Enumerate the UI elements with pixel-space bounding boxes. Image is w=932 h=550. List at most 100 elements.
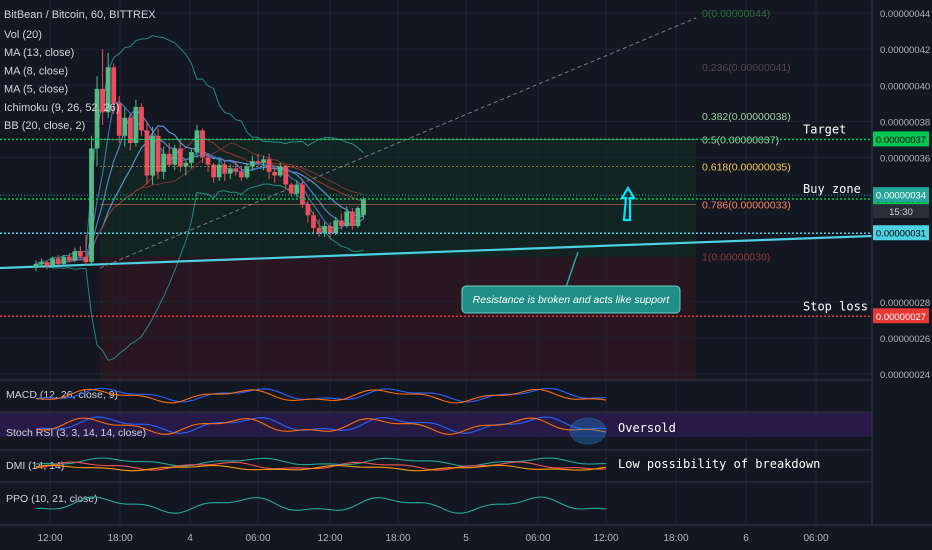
stoch-k-line: [35, 416, 607, 434]
candle-body: [300, 184, 305, 205]
price-axis[interactable]: 0.00000037 0.00000034 0.00000031 0.00000027…: [873, 9, 930, 381]
fib-label: 0.5(0.00000037): [702, 134, 779, 146]
countdown-tag: [873, 204, 929, 219]
trend-lines: [0, 17, 873, 270]
candle-body: [361, 198, 366, 216]
level-price-tag: [873, 131, 929, 147]
candle-body: [161, 153, 167, 172]
candle-body: [238, 171, 244, 178]
candle-body: [155, 135, 161, 172]
fibonacci-levels: 0(0.00000044) 0.236(0.00000041) 0.382(0.00…: [100, 8, 791, 264]
candle-body: [127, 117, 133, 144]
candlestick-series[interactable]: [33, 49, 366, 272]
candle-body: [78, 251, 83, 257]
time-tick-label: 06:00: [245, 533, 270, 544]
price-tick-label: 0.00000036: [880, 153, 930, 164]
pane-separators: [0, 379, 932, 483]
price-tick-label: 0.00000026: [880, 334, 930, 345]
time-tick-label: 5: [463, 533, 469, 544]
candle-body: [177, 148, 183, 167]
candle-body: [227, 168, 233, 174]
price-tick-label: 0.00000038: [880, 117, 930, 128]
indicator-label: MA (8, close): [4, 65, 68, 77]
price-tick-label: 0.00000044: [880, 9, 930, 20]
time-tick-label: 12:00: [593, 533, 618, 544]
candle-body: [144, 130, 150, 176]
candle-body: [311, 215, 316, 228]
time-tick-label: 18:00: [385, 533, 410, 544]
level-price-text: 0.00000031: [876, 229, 926, 240]
candle-body: [122, 117, 128, 136]
fib-label: 0(0.00000044): [702, 8, 770, 20]
candle-body: [355, 207, 361, 227]
candle-body: [216, 164, 222, 178]
fib-label: 0.618(0.00000035): [702, 161, 791, 173]
fib-label: 0.236(0.00000041): [702, 62, 791, 74]
candle-body: [322, 226, 327, 234]
current-price-text: 0.00000034: [876, 191, 926, 202]
indicator-label: BB (20, close, 2): [4, 120, 85, 132]
candle-body: [349, 211, 355, 227]
price-tick-label: 0.00000024: [880, 370, 930, 381]
candle-body: [150, 135, 155, 176]
candle-body: [283, 166, 289, 185]
indicator-label: MA (5, close): [4, 84, 68, 96]
candle-body: [111, 67, 117, 104]
stoch-band: [0, 413, 872, 437]
level-price-text: 0.00000027: [876, 312, 926, 323]
candle-body: [89, 148, 94, 263]
fib-diagonal: [99, 17, 697, 269]
level-price-text: 0.00000037: [876, 135, 926, 146]
level-label: Buy zone: [803, 182, 861, 196]
candle-body: [211, 164, 216, 178]
price-tick-label: 0.00000028: [880, 298, 930, 309]
candle-body: [72, 251, 78, 261]
candle-body: [166, 153, 172, 165]
level-label: Target: [803, 122, 846, 136]
adx-line: [35, 464, 607, 472]
candle-body: [261, 159, 266, 163]
annotation-callout: Resistance is broken and acts like suppo…: [461, 251, 681, 314]
candle-body: [266, 159, 272, 172]
macd-signal-line: [35, 388, 607, 404]
candle-body: [255, 161, 261, 163]
candle-body: [294, 184, 300, 194]
annotation-text: Resistance is broken and acts like suppo…: [473, 294, 671, 306]
candle-body: [200, 130, 205, 158]
candle-body: [288, 184, 294, 194]
candle-body: [66, 256, 72, 261]
candle-body: [50, 258, 56, 266]
candle-body: [194, 130, 200, 153]
countdown-text: 15:30: [889, 207, 913, 218]
candle-body: [272, 171, 278, 176]
fib-label: 0.786(0.00000033): [702, 199, 791, 211]
ppo-line: [36, 496, 607, 514]
candle-body: [33, 263, 39, 268]
pane-title: MACD (12, 26, close, 9): [6, 389, 118, 401]
candle-body: [139, 106, 144, 131]
candle-body: [327, 226, 333, 234]
time-tick-label: 12:00: [317, 533, 342, 544]
candle-body: [316, 227, 322, 234]
candle-body: [222, 164, 228, 174]
pane-title: DMI (14, 14): [6, 460, 64, 472]
candle-body: [39, 262, 44, 264]
indicator-label: Vol (20): [4, 29, 42, 41]
candle-body: [116, 103, 122, 136]
candle-body: [333, 220, 339, 234]
indicator-label: Ichimoku (9, 26, 52, 26): [4, 102, 120, 114]
candle-body: [100, 88, 105, 113]
support-trendline: [0, 234, 873, 270]
time-tick-label: 6: [743, 533, 749, 544]
price-tick-label: 0.00000042: [880, 45, 930, 56]
time-axis[interactable]: 12:00 18:00 4 06:00 12:00 18:00 5 06:00 12:00 18:…: [37, 533, 828, 544]
up-arrow-icon: [620, 185, 636, 222]
candle-body: [183, 162, 189, 167]
time-tick-label: 18:00: [663, 533, 688, 544]
candle-body: [277, 166, 283, 176]
indicator-label: MA (13, close): [4, 47, 74, 59]
candle-body: [305, 204, 311, 216]
level-price-tag: [873, 308, 929, 324]
time-tick-label: 12:00: [37, 533, 62, 544]
